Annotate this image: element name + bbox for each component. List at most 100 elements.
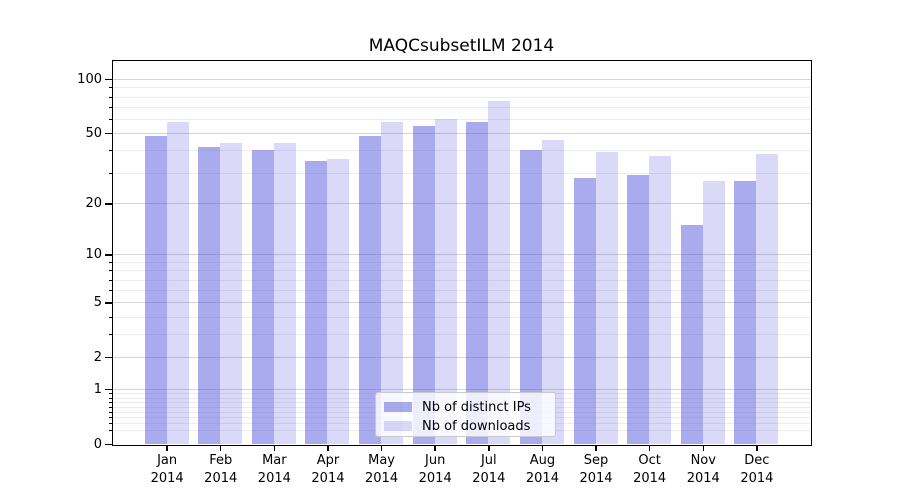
minor-gridline-y-3 — [113, 334, 811, 336]
x-label-month: Oct — [638, 453, 661, 468]
major-gridline-y-20 — [113, 203, 811, 205]
bar-mar-nb-of-distinct-ips — [251, 150, 274, 444]
x-tick-dec — [756, 445, 758, 451]
major-gridline-y-5 — [113, 302, 811, 304]
bar-jan-nb-of-downloads — [166, 121, 189, 444]
y-minor-tick-3 — [108, 334, 112, 336]
bar-jun-nb-of-distinct-ips — [412, 125, 435, 444]
x-label-year: 2014 — [311, 470, 345, 486]
y-tick-1 — [105, 388, 112, 391]
x-tick-label-aug: Aug 2014 — [514, 452, 570, 487]
x-label-month: May — [368, 453, 395, 468]
bar-jun-nb-of-downloads — [434, 119, 457, 444]
y-minor-tick-60 — [108, 119, 112, 121]
y-tick-5 — [105, 302, 112, 304]
x-label-month: Jun — [425, 453, 446, 468]
bar-nov-nb-of-downloads — [702, 180, 725, 444]
x-label-year: 2014 — [472, 470, 506, 486]
minor-gridline-y-7 — [113, 279, 811, 281]
x-label-month: Aug — [529, 453, 556, 468]
bar-may-nb-of-downloads — [381, 121, 404, 444]
x-label-year: 2014 — [150, 470, 184, 486]
bar-feb-nb-of-distinct-ips — [198, 146, 221, 444]
x-tick-sep — [595, 445, 597, 451]
plot-area — [112, 60, 812, 446]
legend: Nb of distinct IPs Nb of downloads — [375, 392, 556, 437]
bar-mar-nb-of-downloads — [273, 143, 296, 444]
x-label-year: 2014 — [686, 470, 720, 486]
bar-aug-nb-of-downloads — [541, 139, 564, 444]
y-minor-tick-0.8 — [108, 397, 112, 399]
x-label-month: Apr — [316, 453, 340, 468]
y-minor-tick-9 — [108, 262, 112, 263]
y-tick-label-5: 5 — [93, 294, 102, 310]
y-minor-tick-0.9 — [108, 393, 112, 395]
y-minor-tick-8 — [108, 270, 112, 272]
x-tick-label-apr: Apr 2014 — [300, 452, 356, 487]
y-minor-tick-0.5 — [108, 411, 112, 413]
x-tick-mar — [273, 445, 276, 451]
y-tick-label-10: 10 — [85, 246, 102, 262]
y-minor-tick-7 — [108, 279, 112, 281]
minor-gridline-y-8 — [113, 270, 811, 272]
legend-swatch-downloads — [384, 421, 412, 431]
x-tick-label-dec: Dec 2014 — [729, 452, 785, 487]
bar-jul-nb-of-downloads — [488, 100, 511, 444]
y-minor-tick-90 — [108, 87, 112, 89]
x-label-year: 2014 — [579, 470, 613, 486]
bar-dec-nb-of-downloads — [756, 154, 779, 444]
x-label-month: Dec — [744, 453, 770, 468]
bar-jul-nb-of-distinct-ips — [466, 121, 489, 444]
x-tick-apr — [327, 445, 329, 451]
bar-nov-nb-of-distinct-ips — [680, 224, 703, 444]
x-tick-jul — [488, 445, 490, 451]
major-gridline-y-50 — [113, 133, 811, 135]
y-tick-50 — [105, 132, 112, 135]
minor-gridline-y-60 — [113, 119, 811, 121]
bar-jan-nb-of-distinct-ips — [144, 136, 167, 444]
bar-sep-nb-of-downloads — [595, 152, 618, 444]
x-tick-label-sep: Sep 2014 — [568, 452, 624, 487]
y-minor-tick-0.3 — [108, 423, 112, 425]
x-tick-jun — [434, 445, 436, 451]
y-tick-10 — [105, 254, 112, 256]
y-tick-20 — [105, 203, 112, 205]
major-gridline-y-1 — [113, 389, 811, 391]
major-gridline-y-2 — [113, 357, 811, 359]
y-minor-tick-30 — [108, 172, 112, 174]
x-tick-jan — [166, 445, 168, 451]
major-gridline-y-100 — [113, 79, 811, 81]
bar-oct-nb-of-downloads — [649, 156, 672, 444]
y-minor-tick-80 — [108, 96, 112, 98]
x-label-year: 2014 — [633, 470, 667, 486]
y-minor-tick-40 — [108, 150, 112, 152]
minor-gridline-y-9 — [113, 262, 811, 263]
y-tick-label-2: 2 — [93, 349, 102, 365]
x-tick-label-feb: Feb 2014 — [193, 452, 249, 487]
y-minor-tick-4 — [108, 316, 112, 318]
minor-gridline-y-90 — [113, 87, 811, 89]
minor-gridline-y-80 — [113, 96, 811, 98]
x-tick-label-nov: Nov 2014 — [675, 452, 731, 487]
x-tick-label-may: May 2014 — [354, 452, 410, 487]
y-minor-tick-0.2 — [108, 429, 112, 431]
x-tick-nov — [702, 445, 705, 451]
major-gridline-y-10 — [113, 254, 811, 256]
legend-item-distinct-ips: Nb of distinct IPs — [376, 398, 555, 416]
legend-swatch-distinct-ips — [384, 402, 412, 412]
x-tick-may — [380, 445, 383, 451]
bar-sep-nb-of-distinct-ips — [573, 177, 596, 444]
bar-apr-nb-of-downloads — [327, 158, 350, 444]
x-label-month: Feb — [209, 453, 233, 468]
x-label-year: 2014 — [525, 470, 559, 486]
bar-oct-nb-of-distinct-ips — [627, 175, 650, 444]
y-tick-0 — [105, 443, 112, 446]
x-tick-oct — [648, 445, 651, 451]
x-label-month: Jul — [480, 453, 497, 468]
bar-aug-nb-of-distinct-ips — [519, 150, 542, 444]
x-label-year: 2014 — [257, 470, 291, 486]
legend-label-downloads: Nb of downloads — [422, 418, 531, 434]
y-minor-tick-0.6 — [108, 406, 112, 408]
legend-item-downloads: Nb of downloads — [376, 417, 555, 435]
